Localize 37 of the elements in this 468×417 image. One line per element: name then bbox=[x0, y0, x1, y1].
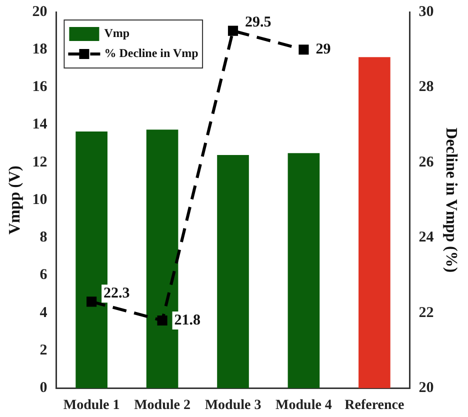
y-axis-title: Vmpp (V) bbox=[6, 166, 24, 235]
x-tick-label: Reference bbox=[344, 398, 404, 414]
y-tick-label: 12 bbox=[32, 154, 48, 170]
x-tick-label: Module 2 bbox=[134, 398, 190, 414]
y-tick-label: 6 bbox=[40, 267, 48, 284]
y-tick-label: 14 bbox=[32, 116, 48, 133]
point bbox=[157, 315, 168, 326]
y2-tick-label: 20 bbox=[418, 380, 434, 396]
y-tick-label: 0 bbox=[40, 380, 48, 396]
data-label: 29.5 bbox=[245, 14, 272, 31]
point bbox=[86, 296, 97, 307]
bar bbox=[217, 154, 249, 388]
y-tick-label: 8 bbox=[40, 230, 48, 246]
legend-label: % Decline in Vmp bbox=[104, 46, 199, 60]
y-tick-label: 4 bbox=[40, 304, 48, 321]
y2-tick-label: 28 bbox=[418, 79, 434, 96]
y-tick-label: 16 bbox=[32, 79, 48, 96]
y2-tick-label: 26 bbox=[418, 154, 434, 170]
x-tick-label: Module 4 bbox=[276, 398, 332, 414]
y-tick-label: 18 bbox=[32, 41, 48, 58]
data-label: 21.8 bbox=[174, 312, 201, 328]
y2-tick-label: 30 bbox=[418, 4, 434, 20]
y-tick-label: 10 bbox=[32, 192, 48, 208]
x-tick-label: Module 3 bbox=[204, 398, 262, 414]
y-tick-label: 2 bbox=[40, 342, 48, 358]
legend-label: Vmp bbox=[104, 26, 130, 40]
point bbox=[298, 44, 309, 55]
y2-tick-label: 24 bbox=[418, 230, 434, 246]
y-tick-label: 20 bbox=[32, 4, 48, 20]
data-label: 29 bbox=[316, 41, 331, 58]
y2-tick-label: 22 bbox=[418, 304, 434, 321]
point bbox=[228, 26, 238, 36]
x-tick-label: Module 1 bbox=[63, 398, 120, 414]
y2-axis-title: Decline in Vmpp (%) bbox=[442, 128, 460, 273]
bar bbox=[358, 57, 390, 388]
data-label: 22.3 bbox=[104, 286, 130, 302]
bar bbox=[288, 153, 320, 388]
